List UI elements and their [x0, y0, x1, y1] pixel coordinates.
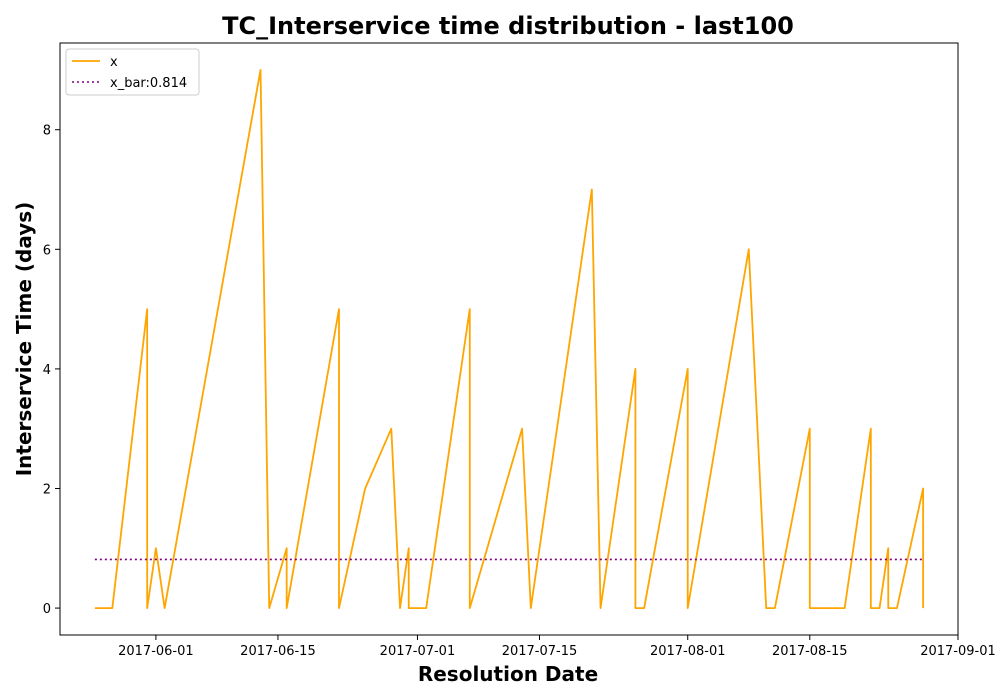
y-tick-label: 8: [43, 124, 51, 139]
x-axis-label: Resolution Date: [418, 662, 598, 686]
x-tick-label: 2017-06-01: [118, 644, 194, 659]
y-tick-label: 4: [43, 363, 51, 378]
x-tick-label: 2017-08-01: [650, 644, 726, 659]
y-tick-label: 6: [43, 243, 51, 258]
y-tick-label: 0: [43, 602, 51, 617]
axes: 2017-06-01 2017-06-15 2017-07-01 2017-07-15…: [43, 42, 996, 659]
legend: x x_bar:0.814: [65, 48, 200, 96]
legend-label: x_bar:0.814: [110, 76, 187, 91]
axes-frame: [59, 42, 959, 636]
y-tick-label: 2: [43, 482, 51, 497]
x-tick-label: 2017-09-01: [920, 644, 996, 659]
legend-label: x: [110, 55, 118, 70]
x-tick-label: 2017-07-01: [380, 644, 456, 659]
y-axis-label: Interservice Time (days): [12, 202, 36, 477]
x-tick-label: 2017-07-15: [502, 644, 578, 659]
x-tick-label: 2017-06-15: [240, 644, 316, 659]
plot-area: [94, 69, 925, 609]
chart-title: TC_Interservice time distribution - last…: [222, 12, 794, 40]
series-line-x: [94, 69, 925, 609]
x-tick-label: 2017-08-15: [772, 644, 848, 659]
